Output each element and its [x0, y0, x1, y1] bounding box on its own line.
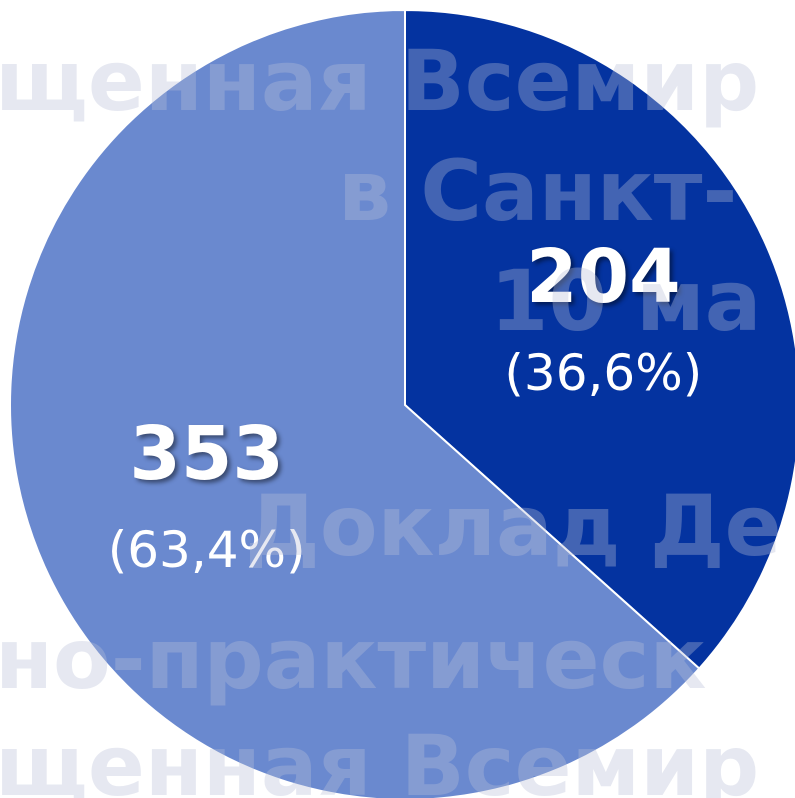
watermark-text: щенная Всемир [0, 717, 759, 798]
watermark-text: 10 ма [490, 252, 761, 350]
value-label: 204 [526, 234, 680, 320]
pie [9, 8, 795, 798]
watermark-text: щенная Всемир [0, 32, 759, 130]
percent-label: (36,6%) [504, 344, 702, 402]
watermark: щенная Всемир в Санкт- 10 ма Доклад Де н… [0, 32, 782, 798]
percent-label: (63,4%) [108, 521, 306, 579]
pie-slice [404, 8, 795, 670]
watermark-text: в Санкт- [338, 142, 737, 240]
labels: 204 (36,6%) 353 (63,4%) [108, 234, 703, 579]
watermark-text: Доклад Де [245, 477, 782, 575]
value-label: 353 [129, 411, 283, 497]
watermark-text: но-практическ [0, 610, 706, 708]
pie-slice [9, 8, 701, 798]
